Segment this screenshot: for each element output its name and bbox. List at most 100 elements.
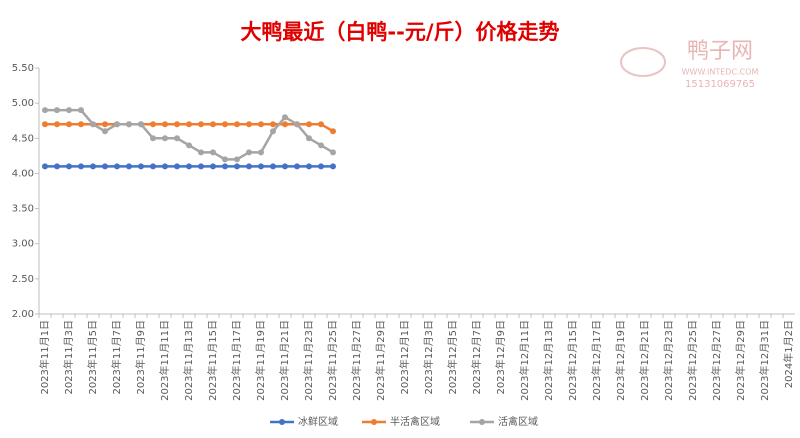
x-tick-label: 2023年12月17日 bbox=[590, 320, 603, 401]
x-tick-label: 2023年11月1日 bbox=[38, 320, 51, 395]
data-point bbox=[306, 121, 312, 128]
legend-marker bbox=[479, 419, 485, 425]
data-point bbox=[258, 149, 264, 156]
data-point bbox=[162, 135, 168, 142]
data-point bbox=[234, 121, 240, 128]
chart-title: 大鸭最近（白鸭--元/斤）价格走势 bbox=[240, 20, 559, 44]
data-point bbox=[222, 121, 228, 128]
data-point bbox=[198, 163, 204, 170]
data-point bbox=[114, 163, 120, 170]
data-point bbox=[42, 163, 48, 170]
data-point bbox=[270, 121, 276, 128]
x-tick-label: 2023年11月21日 bbox=[278, 320, 291, 401]
x-tick-label: 2023年11月25日 bbox=[326, 320, 339, 401]
data-point bbox=[198, 149, 204, 156]
data-point bbox=[138, 163, 144, 170]
data-point bbox=[78, 107, 84, 114]
data-point bbox=[234, 156, 240, 163]
x-tick-label: 2023年12月29日 bbox=[734, 320, 747, 401]
data-point bbox=[234, 163, 240, 170]
series-line bbox=[45, 108, 334, 161]
x-tick-label: 2023年12月5日 bbox=[446, 320, 459, 395]
x-tick-label: 2023年12月15日 bbox=[566, 320, 579, 401]
data-point bbox=[210, 163, 216, 170]
data-point bbox=[102, 128, 108, 135]
data-point bbox=[246, 149, 252, 156]
legend-label: 半活禽区域 bbox=[390, 415, 440, 428]
watermark-logo bbox=[620, 47, 666, 77]
x-tick-label: 2023年11月15日 bbox=[206, 320, 219, 401]
data-point bbox=[54, 121, 60, 128]
data-point bbox=[150, 135, 156, 142]
legend-label: 活禽区域 bbox=[498, 415, 538, 428]
data-point bbox=[78, 121, 84, 128]
data-point bbox=[150, 163, 156, 170]
x-tick-label: 2023年12月21日 bbox=[638, 320, 651, 401]
x-tick-label: 2023年12月7日 bbox=[470, 320, 483, 395]
y-tick-label: 3.00 bbox=[12, 239, 34, 250]
data-point bbox=[114, 121, 120, 128]
x-tick-label: 2023年11月7日 bbox=[110, 320, 123, 395]
data-point bbox=[150, 121, 156, 128]
y-tick-label: 4.50 bbox=[12, 133, 34, 144]
data-point bbox=[318, 121, 324, 128]
y-tick-label: 5.00 bbox=[12, 98, 34, 109]
data-point bbox=[270, 128, 276, 135]
y-tick-label: 2.00 bbox=[12, 309, 34, 320]
data-point bbox=[294, 121, 300, 128]
data-point bbox=[90, 163, 96, 170]
data-point bbox=[246, 163, 252, 170]
x-tick-label: 2023年11月9日 bbox=[134, 320, 147, 395]
data-point bbox=[330, 128, 336, 135]
x-tick-label: 2023年12月1日 bbox=[398, 320, 411, 395]
data-point bbox=[66, 163, 72, 170]
x-tick-label: 2023年12月31日 bbox=[758, 320, 771, 401]
legend-label: 冰鲜区域 bbox=[298, 415, 338, 428]
data-point bbox=[246, 121, 252, 128]
data-point bbox=[54, 107, 60, 114]
x-tick-label: 2023年12月25日 bbox=[686, 320, 699, 401]
data-point bbox=[270, 163, 276, 170]
data-point bbox=[78, 163, 84, 170]
data-point bbox=[126, 121, 132, 128]
data-point bbox=[186, 163, 192, 170]
data-point bbox=[66, 107, 72, 114]
data-point bbox=[186, 142, 192, 149]
data-point bbox=[282, 121, 288, 128]
y-tick-label: 5.50 bbox=[12, 63, 34, 74]
x-tick-label: 2023年12月13日 bbox=[542, 320, 555, 401]
data-point bbox=[138, 121, 144, 128]
data-point bbox=[186, 121, 192, 128]
data-point bbox=[198, 121, 204, 128]
data-point bbox=[174, 135, 180, 142]
data-point bbox=[174, 163, 180, 170]
watermark: 鸭子网 WWW.INTEDC.COM 15131069765 bbox=[620, 39, 759, 90]
watermark-site: WWW.INTEDC.COM bbox=[682, 68, 759, 77]
x-tick-label: 2023年12月3日 bbox=[422, 320, 435, 395]
y-tick-label: 3.50 bbox=[12, 204, 34, 215]
data-point bbox=[210, 149, 216, 156]
data-point bbox=[102, 163, 108, 170]
x-tick-label: 2023年12月27日 bbox=[710, 320, 723, 401]
x-tick-label: 2024年1月2日 bbox=[782, 320, 795, 388]
x-tick-label: 2023年11月27日 bbox=[350, 320, 363, 401]
legend-marker bbox=[279, 419, 285, 425]
y-tick-label: 4.00 bbox=[12, 168, 34, 179]
data-point bbox=[222, 163, 228, 170]
x-tick-label: 2023年11月13日 bbox=[182, 320, 195, 401]
x-tick-label: 2023年11月17日 bbox=[230, 320, 243, 401]
data-point bbox=[282, 114, 288, 121]
x-tick-label: 2023年11月5日 bbox=[86, 320, 99, 395]
x-tick-label: 2023年11月3日 bbox=[62, 320, 75, 395]
data-point bbox=[42, 107, 48, 114]
watermark-brand: 鸭子网 bbox=[687, 39, 753, 64]
legend-marker bbox=[371, 419, 377, 425]
data-point bbox=[306, 135, 312, 142]
data-point bbox=[174, 121, 180, 128]
data-point bbox=[54, 163, 60, 170]
x-tick-label: 2023年11月29日 bbox=[374, 320, 387, 401]
data-point bbox=[90, 121, 96, 128]
data-point bbox=[282, 163, 288, 170]
x-tick-label: 2023年11月11日 bbox=[158, 320, 171, 401]
